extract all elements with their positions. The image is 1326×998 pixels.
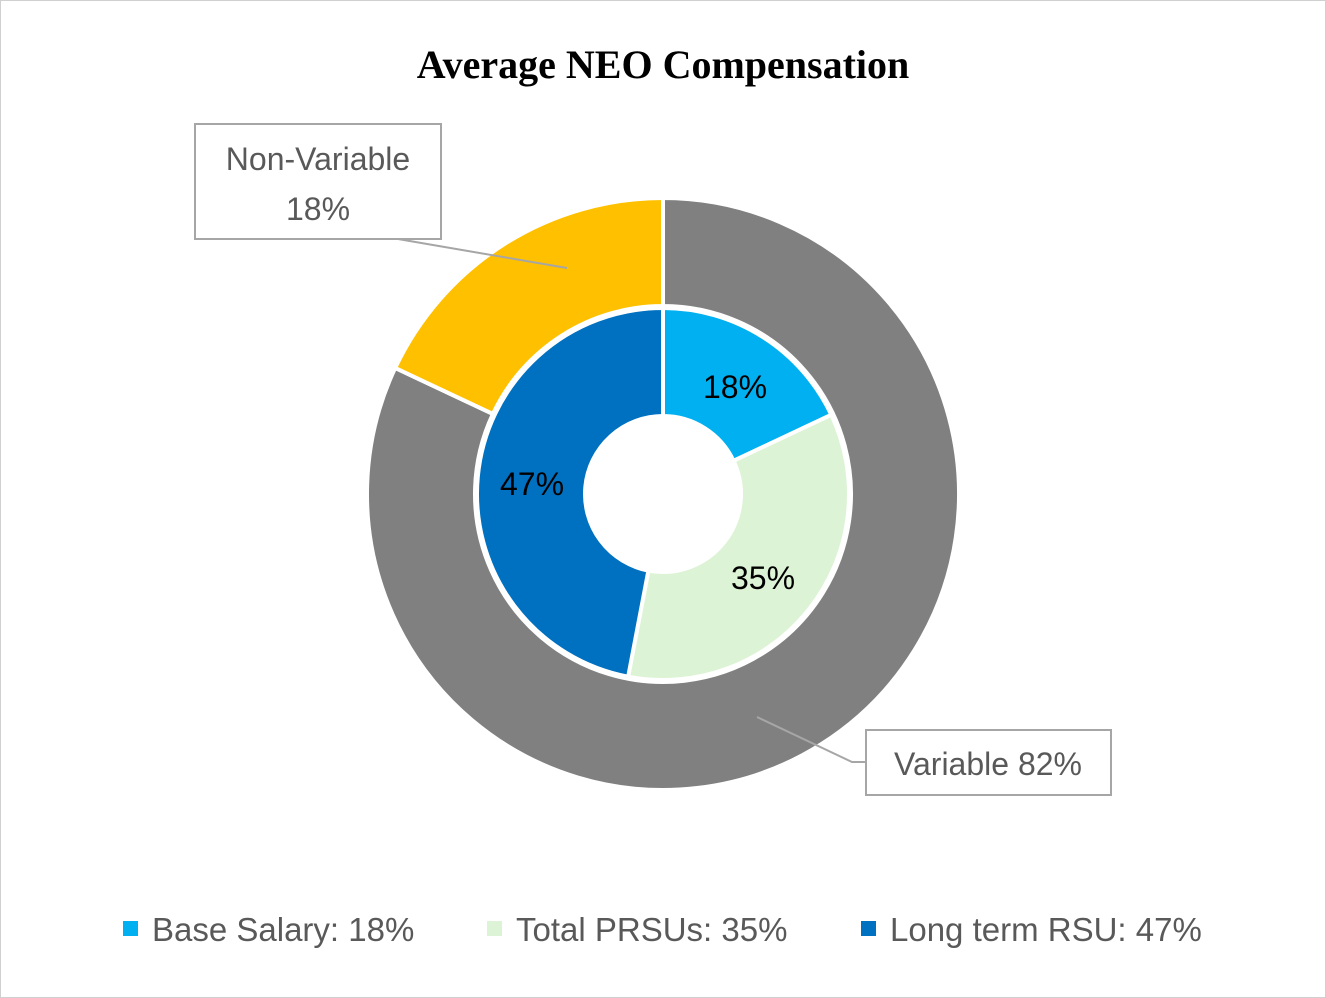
non-variable-callout-name: Non-Variable (226, 141, 410, 177)
legend-swatch-long-term-rsu (861, 921, 876, 936)
legend-label-base-salary: Base Salary: 18% (152, 911, 414, 948)
legend-label-long-term-rsu: Long term RSU: 47% (890, 911, 1202, 948)
non-variable-callout-value: 18% (286, 191, 350, 227)
inner-slice-base-salary (661, 305, 834, 464)
non-variable-callout-box (194, 123, 442, 240)
non-variable-leader-line (397, 238, 568, 269)
legend-swatch-total-prsus (487, 921, 502, 936)
legend-swatch-base-salary (123, 921, 138, 936)
variable-callout-label: Variable 82% (894, 746, 1082, 782)
inner-ring (475, 305, 851, 682)
variable-callout-box (865, 729, 1112, 796)
variable-leader-line (756, 716, 866, 763)
legend-label-total-prsus: Total PRSUs: 35% (516, 911, 787, 948)
inner-slice-long-term-rsu (475, 305, 665, 680)
legend: Base Salary: 18% Total PRSUs: 35% Long t… (123, 911, 1202, 948)
inner-slice-total-prsus (625, 412, 851, 682)
chart-title: Average NEO Compensation (417, 42, 910, 87)
outer-ring (365, 195, 961, 792)
total-prsus-data-label: 35% (731, 560, 795, 596)
long-term-rsu-data-label: 47% (500, 466, 564, 502)
base-salary-data-label: 18% (703, 369, 767, 405)
